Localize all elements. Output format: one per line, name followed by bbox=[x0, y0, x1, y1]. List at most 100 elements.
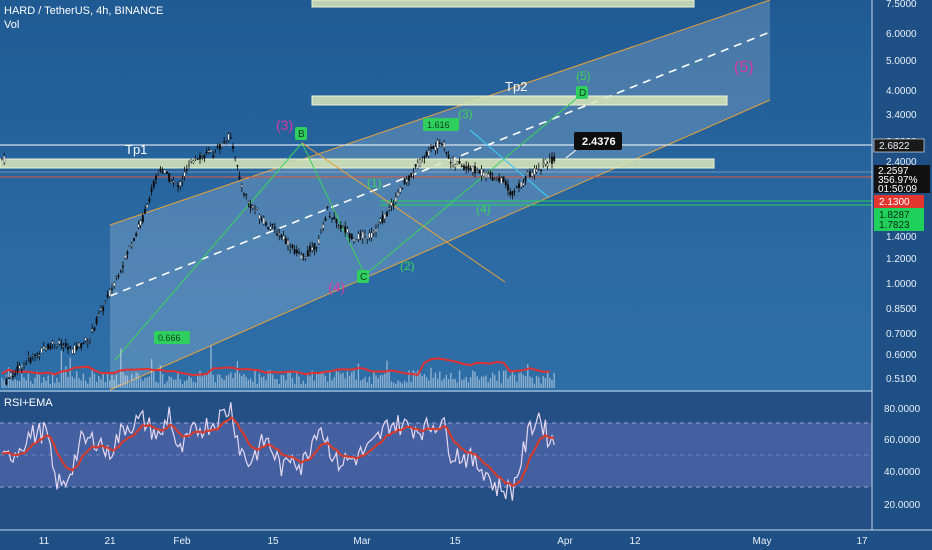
candle-body bbox=[317, 238, 320, 244]
volume-bar bbox=[364, 376, 366, 388]
volume-bar bbox=[318, 372, 320, 388]
candle-body bbox=[139, 220, 142, 226]
volume-bar bbox=[150, 358, 153, 388]
volume-bar bbox=[10, 376, 12, 388]
candle-body bbox=[480, 168, 483, 176]
candle-body bbox=[62, 346, 65, 348]
volume-bar bbox=[245, 376, 247, 388]
candle-body bbox=[254, 209, 256, 211]
volume-bar bbox=[139, 377, 142, 388]
candle-body bbox=[478, 170, 481, 174]
candle-body bbox=[553, 156, 556, 162]
candle-body bbox=[383, 213, 386, 219]
volume-bar bbox=[489, 378, 492, 388]
candle-body bbox=[12, 375, 14, 378]
candle-body bbox=[177, 185, 179, 187]
time-tick-label: 12 bbox=[629, 536, 641, 547]
candle-body bbox=[293, 249, 296, 254]
volume-bar bbox=[172, 379, 175, 388]
volume-bar bbox=[177, 371, 179, 388]
volume-bar bbox=[267, 370, 269, 388]
candle-body bbox=[337, 226, 340, 228]
volume-bar bbox=[76, 371, 78, 388]
candle-body bbox=[335, 218, 338, 224]
volume-ma-line bbox=[1, 357, 550, 377]
candle-body bbox=[84, 337, 87, 341]
volume-bar bbox=[375, 375, 377, 388]
volume-bar bbox=[362, 379, 364, 388]
volume-bar bbox=[238, 373, 241, 388]
time-axis bbox=[0, 530, 932, 550]
candle-body bbox=[229, 137, 232, 139]
volume-bar bbox=[91, 370, 93, 388]
candle-body bbox=[172, 180, 175, 182]
volume-bar bbox=[135, 372, 137, 388]
candle-body bbox=[221, 143, 223, 147]
candle-body bbox=[441, 143, 443, 146]
candle-body bbox=[51, 341, 54, 345]
candle-body bbox=[546, 163, 549, 167]
candle-body bbox=[436, 140, 439, 149]
volume-bar bbox=[241, 376, 243, 388]
candle-body bbox=[491, 177, 494, 181]
candle-body bbox=[115, 276, 118, 278]
volume-bar bbox=[500, 383, 503, 388]
volume-bar bbox=[516, 381, 518, 388]
candle-body bbox=[474, 165, 476, 174]
volume-bar bbox=[524, 376, 527, 388]
volume-bar bbox=[353, 370, 355, 388]
volume-bar bbox=[432, 377, 434, 388]
candle-body bbox=[78, 342, 80, 347]
volume-bar bbox=[439, 371, 441, 388]
candle-body bbox=[423, 156, 426, 159]
volume-bar bbox=[80, 380, 82, 388]
volume-bar bbox=[194, 382, 197, 388]
volume-bar bbox=[265, 380, 267, 388]
volume-bar bbox=[29, 380, 32, 388]
badge-2682 bbox=[873, 138, 925, 153]
volume-bar bbox=[87, 383, 89, 388]
candle-body bbox=[179, 181, 182, 186]
candle-body bbox=[75, 345, 78, 350]
candle-body bbox=[150, 188, 153, 192]
candle-body bbox=[416, 162, 419, 169]
volume-bar bbox=[324, 375, 327, 388]
volume-bar bbox=[430, 367, 432, 388]
candle-body bbox=[361, 231, 364, 239]
candle-body bbox=[443, 141, 446, 148]
volume-bar bbox=[124, 375, 126, 388]
candle-body bbox=[313, 243, 316, 251]
candle-body bbox=[45, 347, 47, 350]
volume-bar bbox=[527, 364, 529, 388]
candle-body bbox=[485, 172, 487, 178]
candle-body bbox=[419, 159, 421, 167]
candle-body bbox=[267, 227, 270, 229]
candle-body bbox=[80, 343, 83, 348]
volume-bar bbox=[553, 373, 555, 388]
volume-bar bbox=[487, 382, 489, 388]
candle-body bbox=[414, 164, 417, 167]
volume-bar bbox=[243, 374, 245, 388]
volume-bar bbox=[511, 371, 514, 388]
volume-bar bbox=[161, 373, 164, 388]
volume-bar bbox=[399, 381, 401, 388]
candle-body bbox=[438, 142, 441, 145]
candle-body bbox=[69, 346, 72, 348]
volume-bar bbox=[513, 374, 516, 388]
volume-bar bbox=[78, 378, 80, 388]
volume-bar bbox=[315, 373, 318, 388]
volume-bar bbox=[170, 377, 173, 388]
time-tick-label: May bbox=[753, 536, 772, 547]
volume-bar bbox=[159, 365, 162, 388]
volume-bar bbox=[390, 381, 393, 388]
volume-bar bbox=[469, 377, 472, 388]
channel-upper-line bbox=[109, 0, 771, 226]
volume-bar bbox=[34, 377, 36, 388]
volume-bar bbox=[269, 370, 272, 388]
candle-body bbox=[515, 186, 518, 188]
volume-bar bbox=[12, 380, 14, 388]
candle-body bbox=[430, 147, 432, 149]
volume-bar bbox=[395, 383, 397, 388]
candle-body bbox=[190, 159, 193, 162]
